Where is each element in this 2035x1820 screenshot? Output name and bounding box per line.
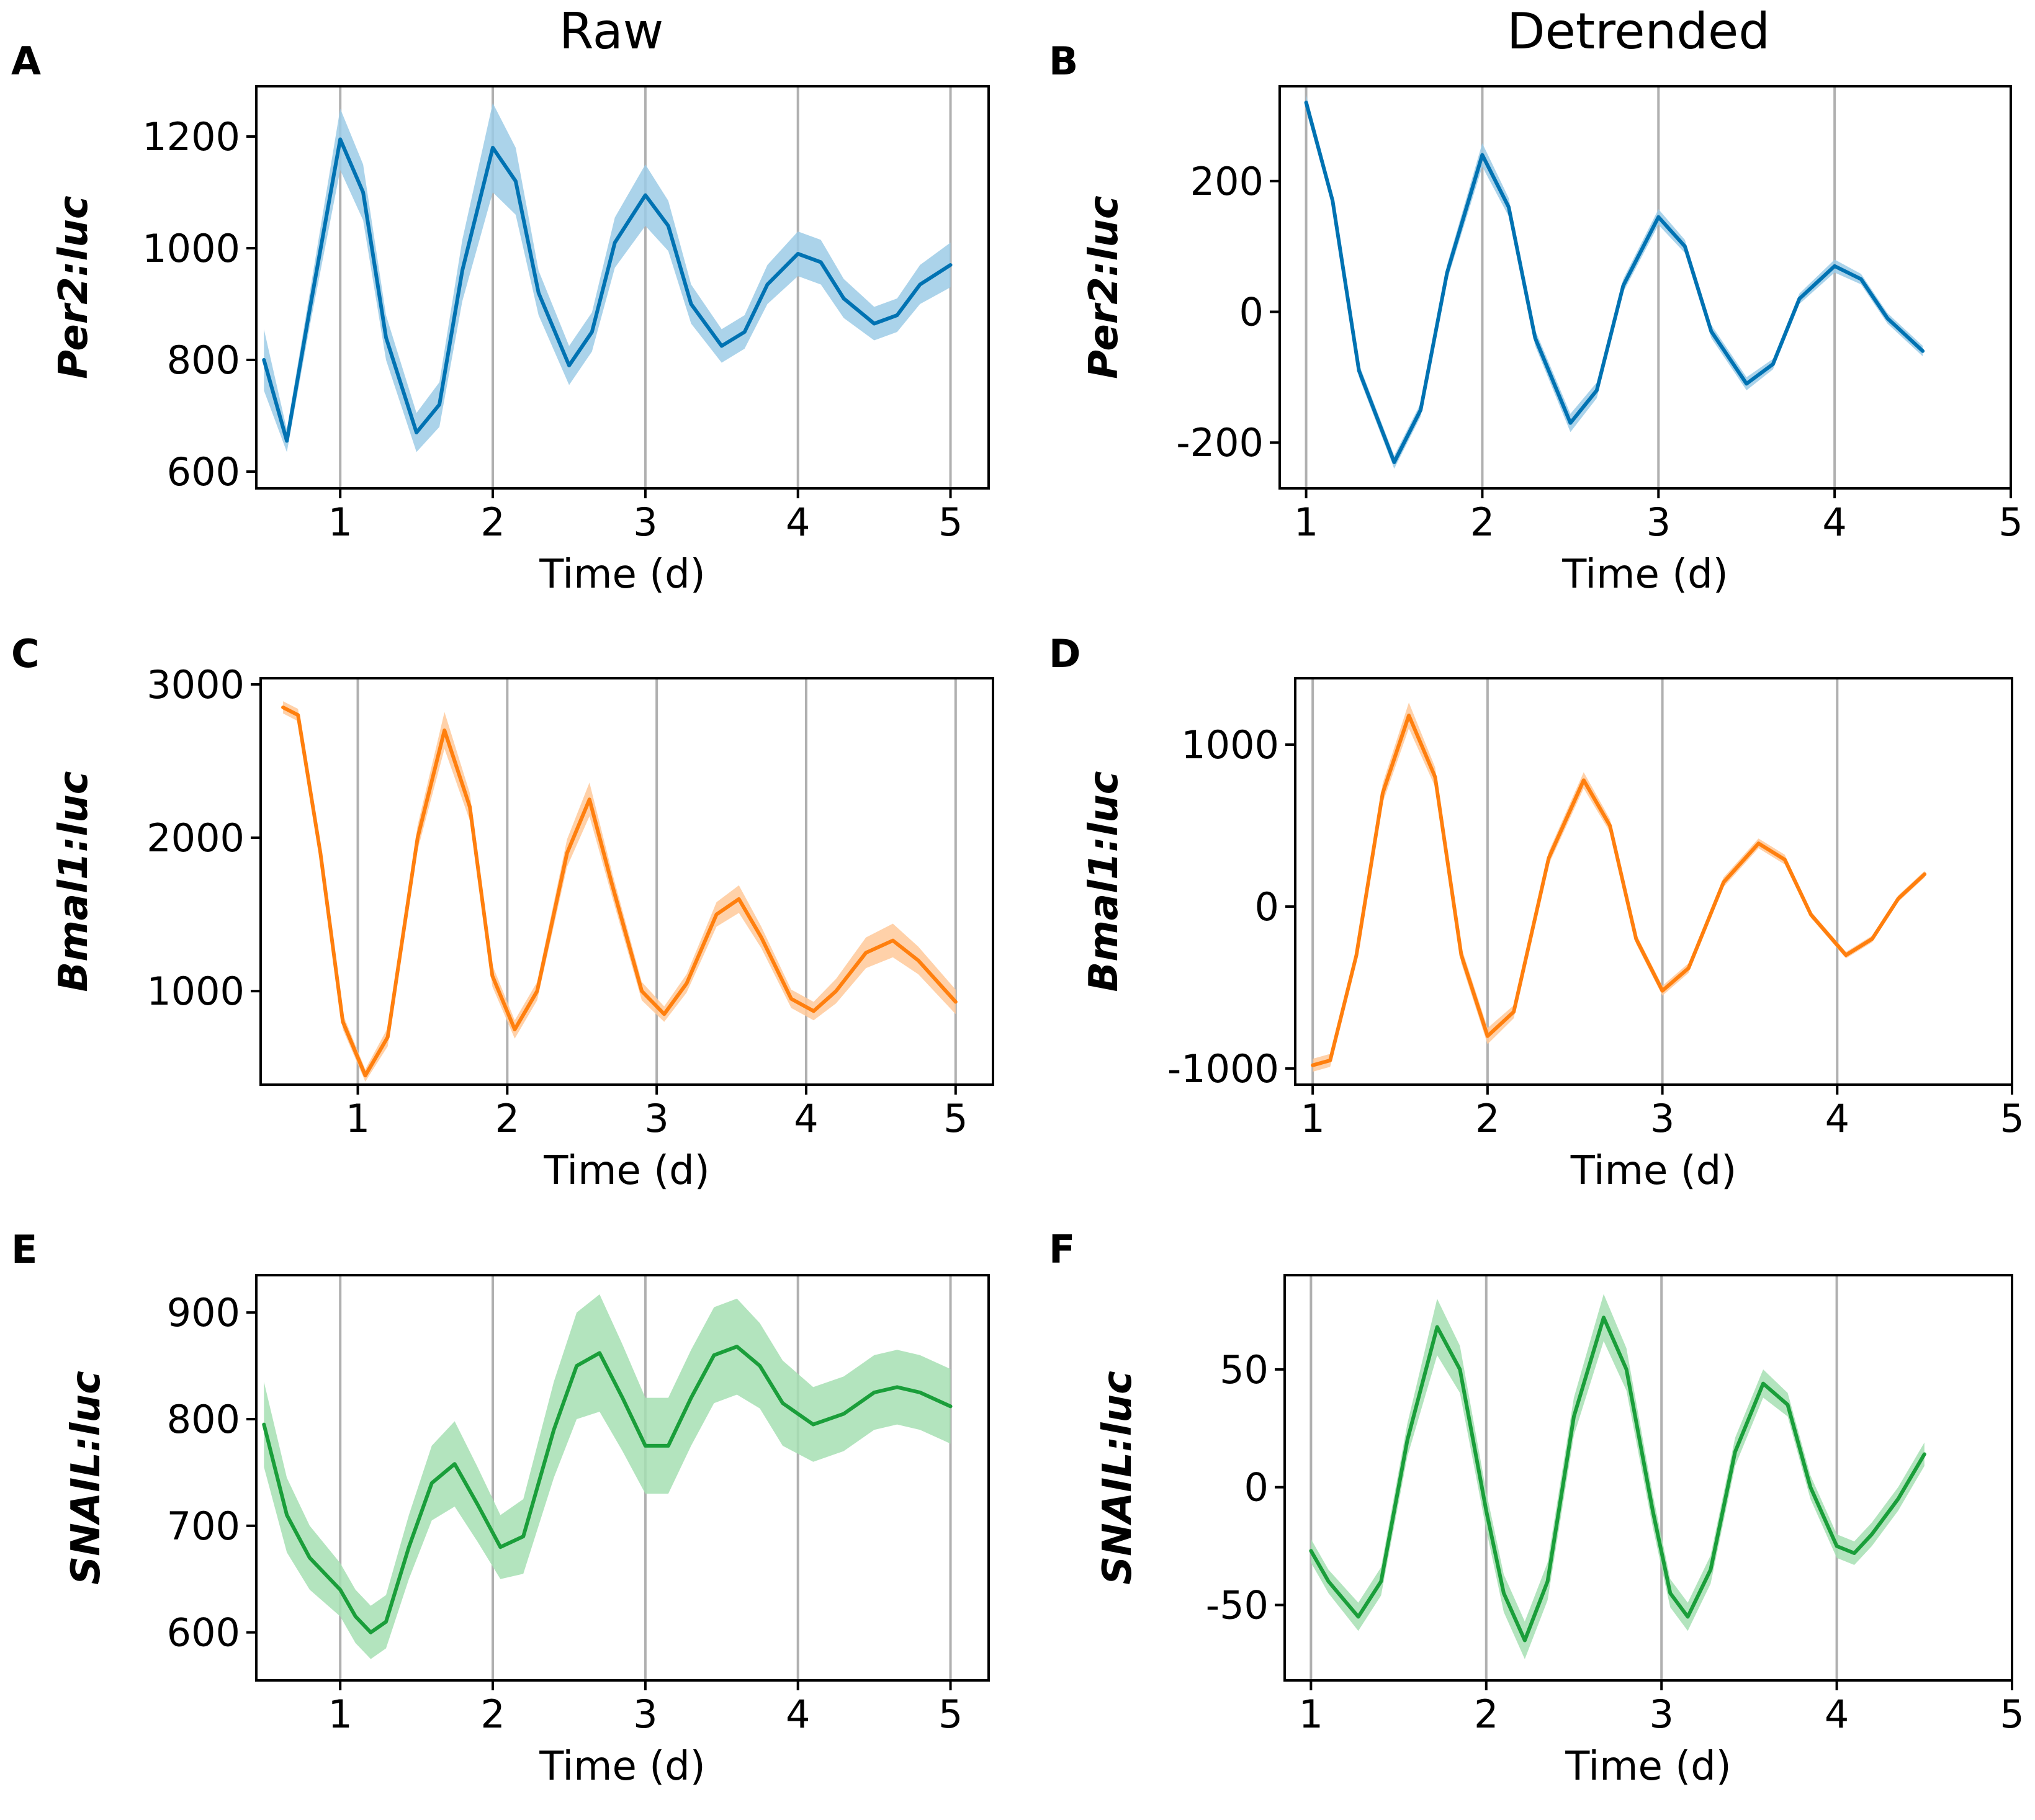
x-tick-label: 5 <box>2000 1096 2024 1141</box>
series-line <box>262 1345 953 1634</box>
panel-letter: F <box>1049 1227 1075 1272</box>
x-tick-label: 3 <box>1646 500 1671 545</box>
x-tick-label: 2 <box>495 1096 519 1141</box>
y-tick-label: 1200 <box>142 114 240 159</box>
panel-letter: C <box>11 631 40 676</box>
error-band <box>1306 94 1923 469</box>
x-tick-label: 1 <box>328 1692 352 1737</box>
x-tick-label: 5 <box>938 1692 963 1737</box>
panel-a: 1 2 3 4 5 600 800 1000 1200 Time (d) Per2:luc A <box>11 38 990 598</box>
x-tick-label: 1 <box>1299 1692 1323 1737</box>
y-tick-label: 0 <box>1255 884 1279 930</box>
panel-letter: A <box>11 38 41 84</box>
y-tick-label: 700 <box>167 1504 240 1549</box>
y-tick-label: 800 <box>167 1397 240 1442</box>
y-tick-label: -1000 <box>1167 1046 1279 1092</box>
x-tick-label: 3 <box>633 1692 657 1737</box>
x-tick-label: 4 <box>786 1692 810 1737</box>
x-tick-label: 3 <box>644 1096 668 1141</box>
error-band <box>283 701 956 1082</box>
x-tick-label: 1 <box>346 1096 370 1141</box>
panel-d: 1 2 3 4 5 -1000 0 1000 Time (d) Bmal1:luc D <box>1049 631 2024 1194</box>
x-tick-label: 4 <box>1822 500 1846 545</box>
panel-e: 1 2 3 4 5 600 700 800 900 Time (d) SNAIL:luc E <box>11 1227 990 1790</box>
axes-frame <box>1283 1274 2013 1682</box>
panel-letter: D <box>1049 631 1080 676</box>
y-tick-label: 2000 <box>146 815 245 861</box>
axes-frame <box>1294 677 2013 1086</box>
y-tick-label: -200 <box>1176 420 1264 465</box>
x-axis-label: Time (d) <box>1561 552 1728 598</box>
x-tick-label: 5 <box>938 500 963 545</box>
x-axis-label: Time (d) <box>539 552 706 598</box>
y-axis-label: Bmal1:luc <box>1081 771 1127 992</box>
column-title-raw: Raw <box>559 2 663 60</box>
panel-letter: E <box>11 1227 37 1272</box>
y-axis-label: Per2:luc <box>1081 195 1127 379</box>
axes-frame <box>255 85 990 490</box>
series-line <box>281 706 958 1078</box>
series-line <box>1311 714 1927 1067</box>
x-axis-label: Time (d) <box>1570 1148 1737 1194</box>
axes-frame <box>259 677 994 1086</box>
y-tick-label: 1000 <box>146 969 245 1014</box>
x-tick-label: 4 <box>1825 1096 1849 1141</box>
y-tick-label: 800 <box>167 338 240 383</box>
y-axis-label: SNAIL:luc <box>1095 1371 1141 1585</box>
x-tick-label: 2 <box>480 500 505 545</box>
x-tick-label: 4 <box>786 500 810 545</box>
x-tick-label: 5 <box>943 1096 968 1141</box>
panel-b: 1 2 3 4 5 -200 0 200 Time (d) Per2:luc B <box>1049 38 2023 598</box>
x-tick-label: 3 <box>1649 1692 1673 1737</box>
axes-frame <box>1278 85 2012 490</box>
y-tick-label: 0 <box>1239 290 1264 335</box>
y-axis-label: SNAIL:luc <box>63 1371 109 1585</box>
series-line <box>1304 101 1925 464</box>
column-title-detrended: Detrended <box>1507 2 1770 60</box>
x-tick-label: 3 <box>1650 1096 1674 1141</box>
y-tick-label: 200 <box>1190 159 1264 204</box>
error-band <box>1313 702 1925 1072</box>
x-tick-label: 1 <box>328 500 352 545</box>
x-tick-label: 1 <box>1294 500 1318 545</box>
y-tick-label: 600 <box>167 449 240 495</box>
y-tick-label: -50 <box>1206 1583 1269 1628</box>
y-tick-label: 1000 <box>1181 722 1279 768</box>
x-axis-label: Time (d) <box>539 1744 706 1790</box>
axes-frame <box>255 1274 990 1682</box>
y-axis-label: Per2:luc <box>51 195 97 379</box>
x-tick-label: 2 <box>1475 1096 1499 1141</box>
x-tick-label: 5 <box>1998 500 2023 545</box>
panel-c: 1 2 3 4 5 1000 2000 3000 Time (d) Bmal1:luc C <box>11 631 994 1194</box>
y-tick-label: 50 <box>1220 1347 1269 1392</box>
series-line <box>262 137 953 443</box>
y-tick-label: 3000 <box>146 662 245 707</box>
error-band <box>264 1294 951 1659</box>
x-axis-label: Time (d) <box>543 1148 710 1194</box>
series-line <box>1309 1316 1926 1643</box>
panel-letter: B <box>1049 38 1078 84</box>
y-tick-label: 1000 <box>142 226 240 271</box>
x-tick-label: 3 <box>633 500 657 545</box>
x-tick-label: 5 <box>2000 1692 2024 1737</box>
x-tick-label: 1 <box>1300 1096 1324 1141</box>
y-axis-label: Bmal1:luc <box>51 771 97 992</box>
x-tick-label: 2 <box>1474 1692 1498 1737</box>
x-tick-label: 2 <box>1470 500 1494 545</box>
y-tick-label: 0 <box>1244 1465 1269 1510</box>
y-tick-label: 900 <box>167 1290 240 1335</box>
x-axis-label: Time (d) <box>1565 1744 1732 1790</box>
x-tick-label: 4 <box>1825 1692 1849 1737</box>
panel-f: 1 2 3 4 5 -50 0 50 Time (d) SNAIL:luc F <box>1049 1227 2024 1790</box>
x-tick-label: 4 <box>794 1096 818 1141</box>
y-tick-label: 600 <box>167 1610 240 1656</box>
x-tick-label: 2 <box>480 1692 505 1737</box>
